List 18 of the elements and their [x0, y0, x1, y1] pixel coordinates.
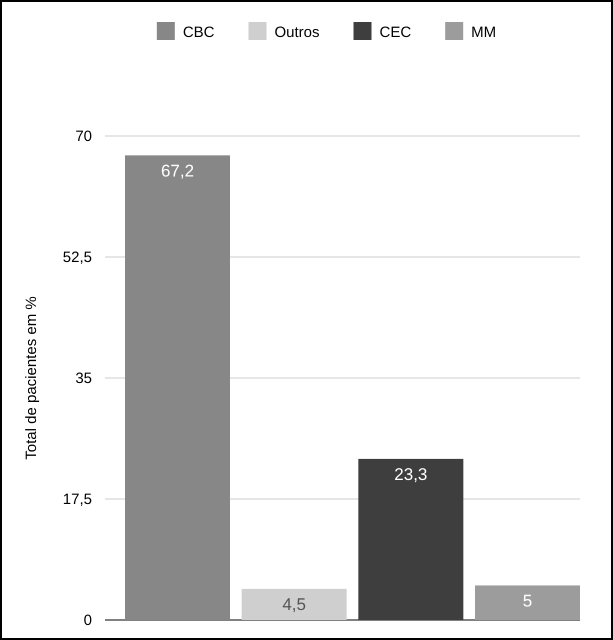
- bar: [125, 155, 230, 620]
- bar: [475, 585, 580, 620]
- legend-label: MM: [471, 24, 496, 41]
- y-tick-label: 35: [75, 370, 92, 387]
- legend-label: CEC: [380, 24, 412, 41]
- data-label: 23,3: [394, 464, 428, 484]
- data-label: 5: [522, 591, 532, 610]
- y-tick-label: 17,5: [62, 490, 92, 508]
- legend-label: Outros: [274, 24, 320, 41]
- data-label: 67,2: [160, 161, 194, 180]
- data-label: 4,5: [282, 594, 306, 614]
- bar: [242, 588, 347, 620]
- bar: [358, 458, 464, 620]
- y-tick-label: 52,5: [62, 248, 92, 266]
- y-tick-label: 70: [75, 128, 92, 145]
- legend-label: CBC: [182, 24, 215, 41]
- y-tick-label: 0: [84, 612, 92, 629]
- y-axis-title: Total de pacientes em %: [23, 296, 40, 460]
